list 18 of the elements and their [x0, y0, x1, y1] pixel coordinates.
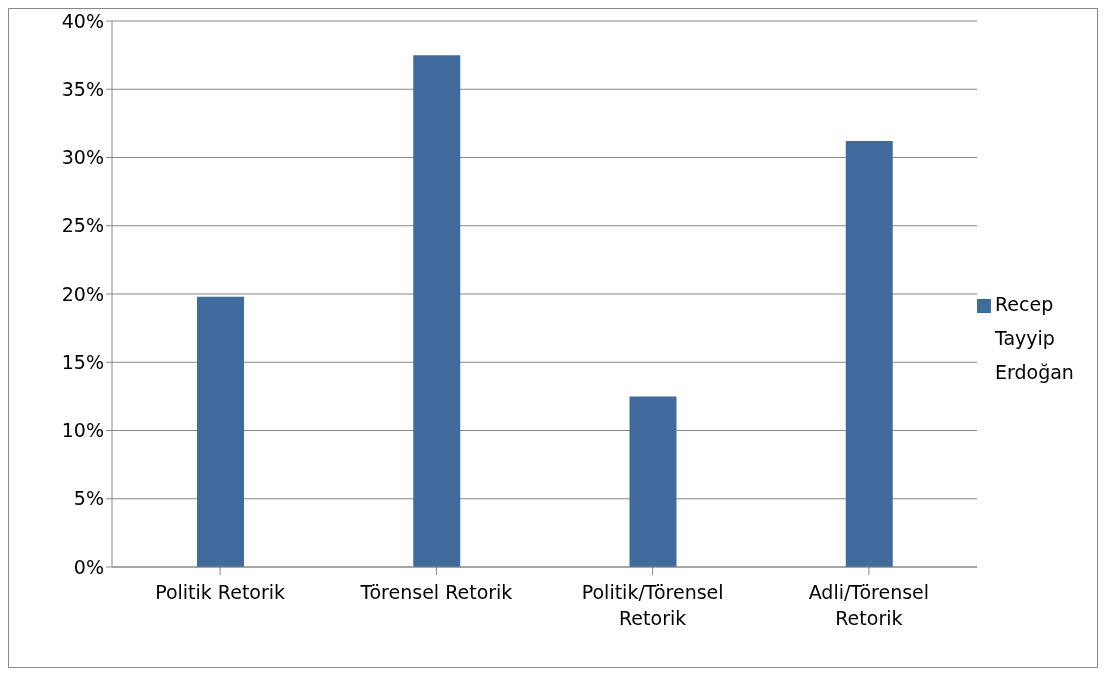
x-tick-label: Adli/Törensel Retorik — [808, 581, 930, 629]
bar — [629, 396, 677, 567]
bar — [413, 55, 461, 567]
y-tick-label: 25% — [61, 214, 104, 237]
x-tick-label: Politik Retorik — [155, 581, 286, 603]
y-tick-label: 30% — [61, 146, 104, 169]
bar — [845, 141, 893, 567]
y-tick-label: 20% — [61, 282, 104, 305]
x-tick-label: Politik/Törensel Retorik — [581, 581, 724, 629]
x-tick-label: Törensel Retorik — [359, 581, 513, 603]
y-tick-label: 0% — [73, 555, 104, 578]
bar — [197, 296, 244, 567]
legend-label: Recep Tayyip Erdoğan — [995, 292, 1075, 385]
y-tick-label: 5% — [73, 487, 104, 510]
y-tick-label: 40% — [61, 9, 104, 32]
y-tick-label: 15% — [61, 350, 104, 373]
y-tick-label: 35% — [61, 78, 104, 100]
y-tick-label: 10% — [61, 419, 104, 442]
